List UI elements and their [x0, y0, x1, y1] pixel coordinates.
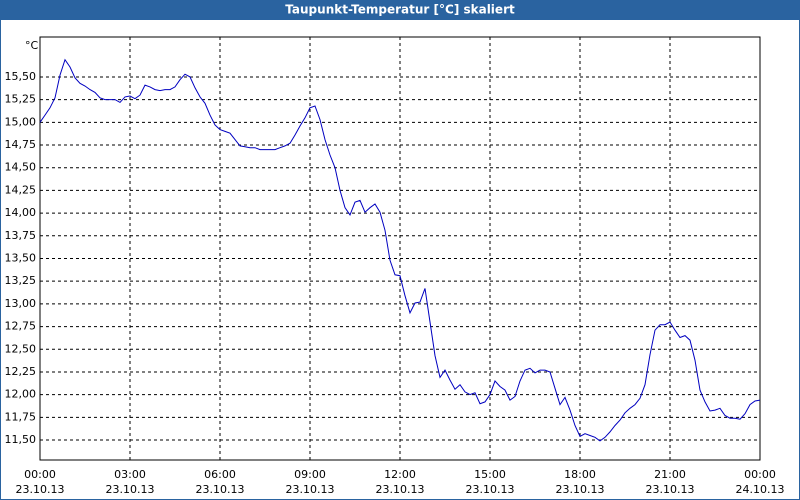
x-tick-date: 23.10.13 [286, 483, 335, 496]
y-tick-label: 15,00 [5, 115, 37, 128]
x-tick-date: 23.10.13 [646, 483, 695, 496]
y-tick-label: 14,50 [5, 161, 37, 174]
x-tick-date: 23.10.13 [376, 483, 425, 496]
x-tick-date: 23.10.13 [196, 483, 245, 496]
y-tick-label: 11,50 [5, 433, 37, 446]
y-tick-label: 13,50 [5, 251, 37, 264]
y-tick-label: 15,25 [5, 93, 37, 106]
y-tick-label: 14,75 [5, 138, 37, 151]
x-tick-label: 06:00 [204, 468, 236, 481]
x-tick-label: 21:00 [654, 468, 686, 481]
y-tick-label: 12,75 [5, 320, 37, 333]
chart-title: Taupunkt-Temperatur [°C] skaliert [285, 3, 515, 17]
y-tick-label: 12,00 [5, 388, 37, 401]
x-tick-label: 00:00 [24, 468, 56, 481]
title-bar [0, 0, 800, 20]
y-tick-label: 14,00 [5, 206, 37, 219]
y-tick-label: 12,50 [5, 342, 37, 355]
x-tick-date: 24.10.13 [736, 483, 785, 496]
y-tick-label: 14,25 [5, 183, 37, 196]
x-tick-label: 09:00 [294, 468, 326, 481]
y-tick-label: 15,50 [5, 70, 37, 83]
y-tick-label: 13,75 [5, 229, 37, 242]
x-tick-label: 15:00 [474, 468, 506, 481]
x-tick-label: 00:00 [744, 468, 776, 481]
x-tick-label: 18:00 [564, 468, 596, 481]
y-tick-label: 11,75 [5, 410, 37, 423]
x-tick-date: 23.10.13 [16, 483, 65, 496]
y-tick-label: 13,25 [5, 274, 37, 287]
x-tick-date: 23.10.13 [466, 483, 515, 496]
x-tick-label: 12:00 [384, 468, 416, 481]
y-axis-label: °C [25, 39, 39, 52]
x-tick-label: 03:00 [114, 468, 146, 481]
x-tick-date: 23.10.13 [106, 483, 155, 496]
x-tick-date: 23.10.13 [556, 483, 605, 496]
y-tick-label: 13,00 [5, 297, 37, 310]
y-tick-label: 12,25 [5, 365, 37, 378]
data-line [39, 58, 761, 442]
